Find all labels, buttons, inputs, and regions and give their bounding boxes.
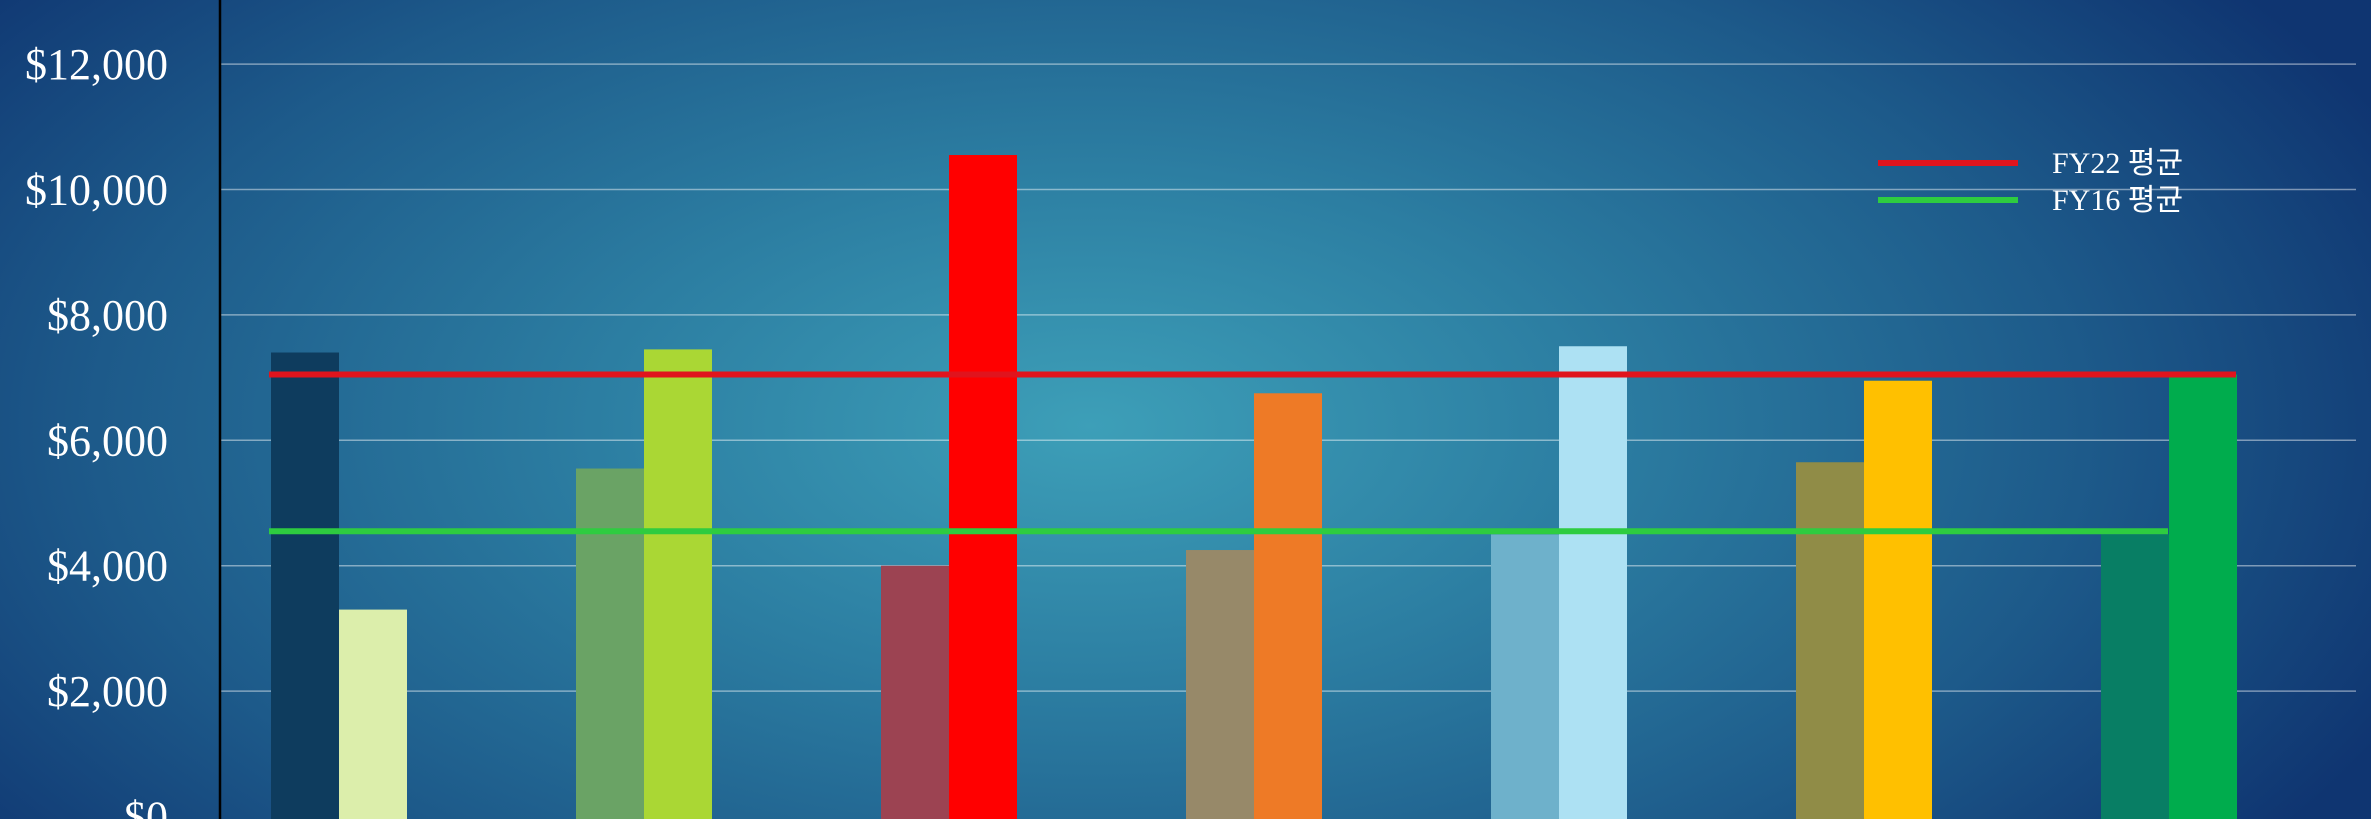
bar — [1559, 346, 1627, 819]
bar — [1796, 462, 1864, 819]
bar — [339, 609, 407, 819]
y-tick-label: $0 — [124, 793, 168, 819]
bar — [881, 565, 949, 819]
legend-label: FY22 평균 — [2052, 147, 2183, 180]
bar — [2101, 534, 2169, 819]
average-lines — [269, 371, 2236, 535]
bar — [949, 155, 1017, 819]
y-axis: $0 $2,000 $4,000 $6,000 $8,000 $10,000 $12,000 — [25, 0, 222, 819]
y-tick-label: $10,000 — [25, 166, 168, 215]
y-tick-label: $12,000 — [25, 40, 168, 89]
legend: FY22 평균 FY16 평균 — [1878, 147, 2183, 217]
bar — [1186, 550, 1254, 819]
bars — [271, 155, 2237, 819]
bar — [1864, 380, 1932, 819]
bar — [271, 352, 339, 819]
bar — [2169, 374, 2237, 819]
y-tick-label: $6,000 — [47, 416, 168, 465]
y-tick-label: $8,000 — [47, 291, 168, 340]
bar — [1254, 393, 1322, 819]
y-tick-label: $2,000 — [47, 667, 168, 716]
bar — [644, 349, 712, 819]
bar — [1491, 534, 1559, 819]
bar — [576, 468, 644, 819]
y-tick-label: $4,000 — [47, 542, 168, 591]
legend-label: FY16 평균 — [2052, 184, 2183, 217]
